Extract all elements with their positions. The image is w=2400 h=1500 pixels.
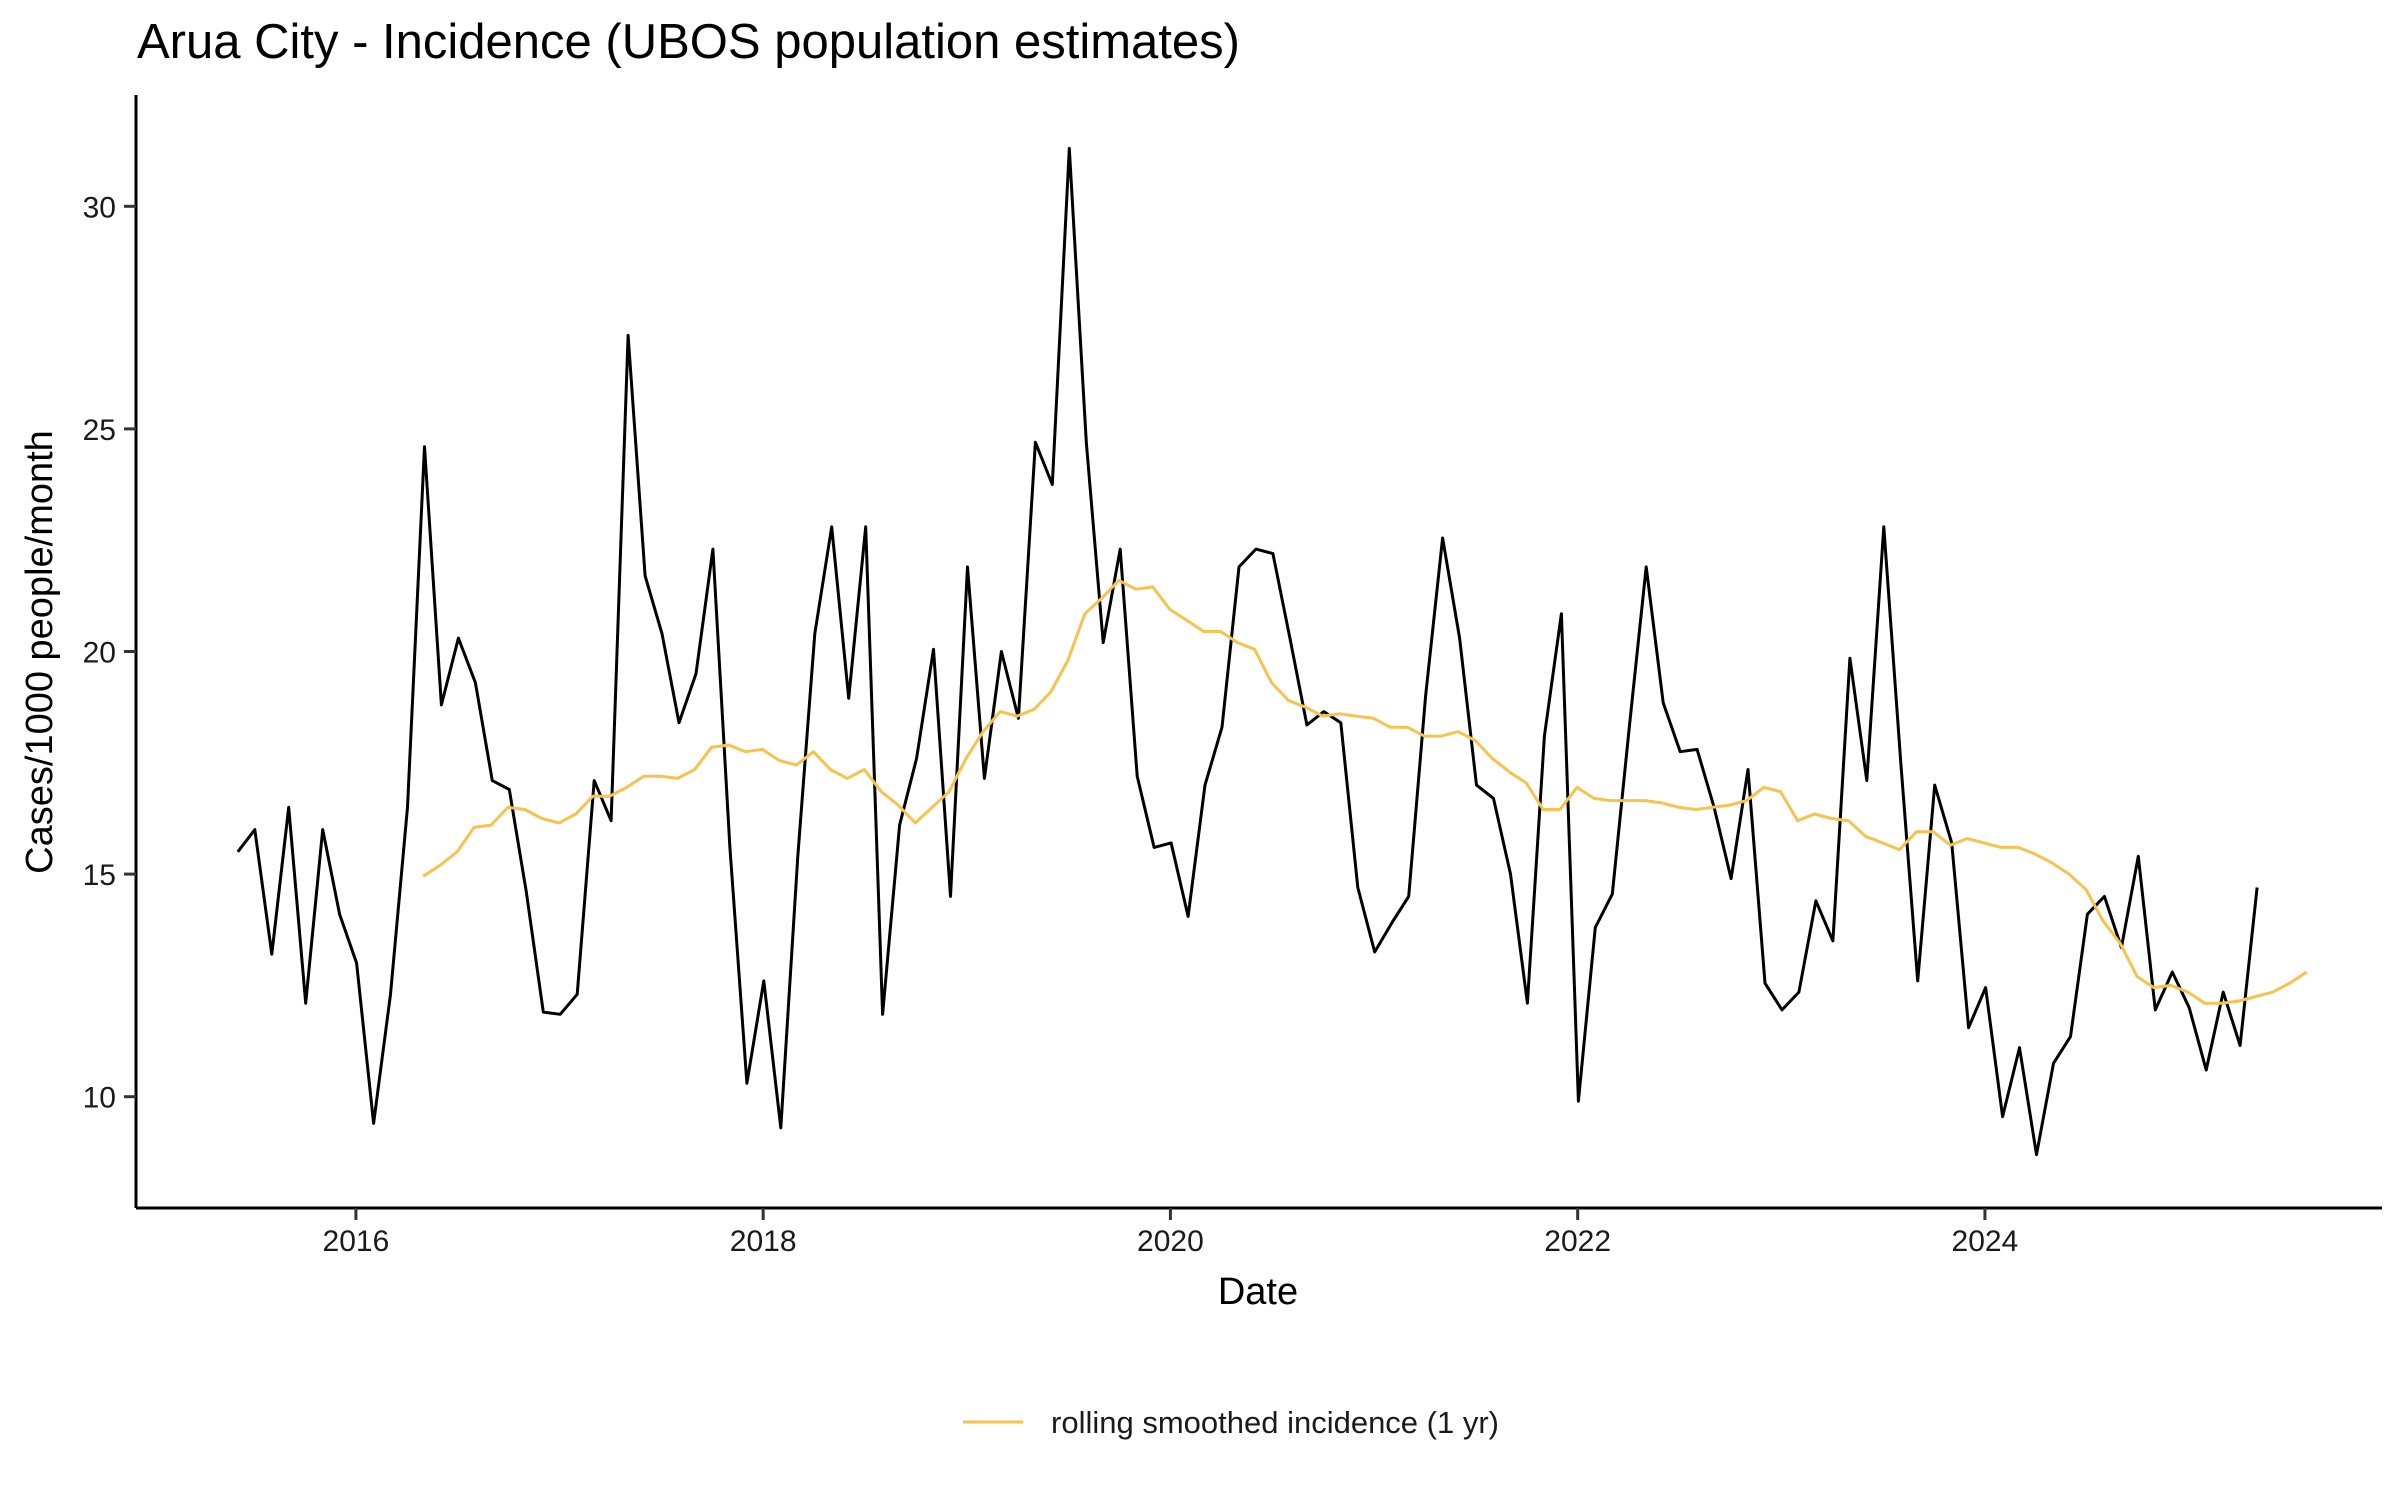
x-tick-label: 2024 [1952, 1225, 2019, 1258]
y-tick-label: 15 [83, 859, 116, 892]
x-tick-label: 2020 [1137, 1225, 1204, 1258]
chart-title: Arua City - Incidence (UBOS population e… [137, 15, 1240, 69]
x-axis-ticks: 2016 2018 2020 2022 2024 [323, 1208, 2019, 1258]
plot-area [236, 146, 2308, 1157]
y-tick-label: 10 [83, 1082, 116, 1115]
y-axis-title: Cases/1000 people/month [19, 430, 61, 874]
series-line-incidence [236, 146, 2259, 1157]
legend-label: rolling smoothed incidence (1 yr) [1051, 1405, 1499, 1440]
x-axis-title: Date [1218, 1271, 1298, 1313]
y-tick-label: 25 [83, 414, 116, 447]
x-tick-label: 2022 [1544, 1225, 1611, 1258]
y-tick-label: 30 [83, 191, 116, 224]
x-tick-label: 2016 [323, 1225, 390, 1258]
y-axis-ticks: 10 15 20 25 30 [83, 191, 136, 1115]
x-tick-label: 2018 [730, 1225, 797, 1258]
y-tick-label: 20 [83, 637, 116, 670]
series-line-rolling-smoothed [422, 578, 2308, 1005]
legend: rolling smoothed incidence (1 yr) [963, 1405, 1499, 1440]
